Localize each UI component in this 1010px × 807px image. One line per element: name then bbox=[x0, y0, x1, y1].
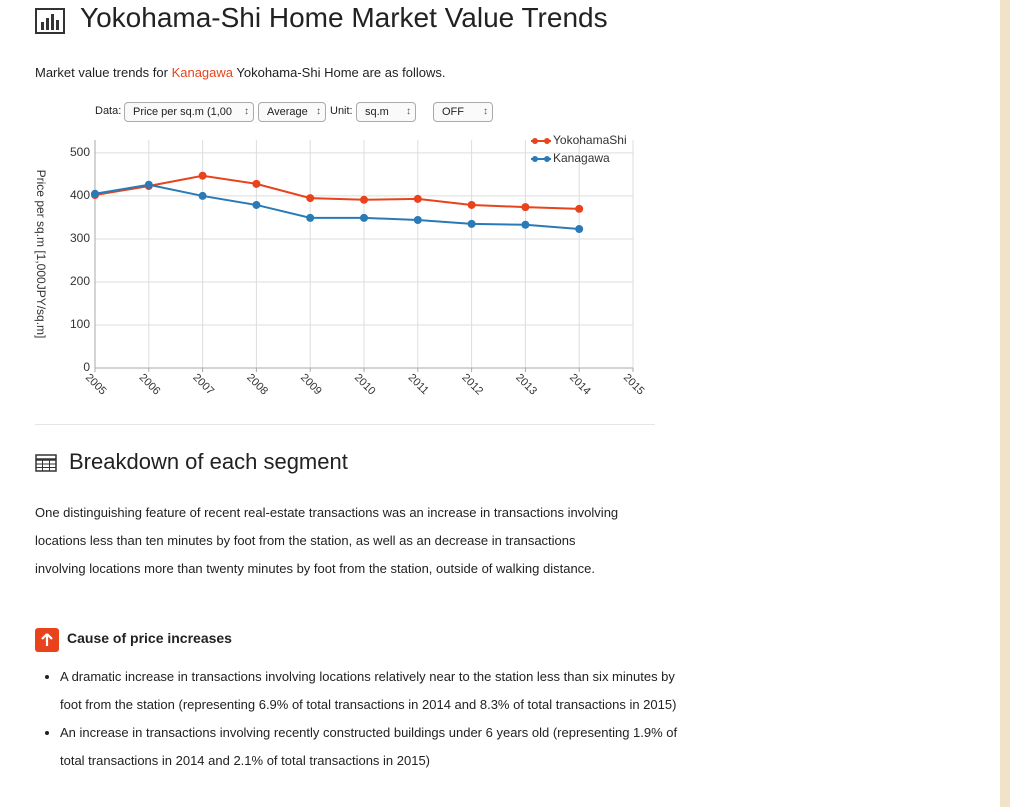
data-point bbox=[198, 171, 207, 180]
chart: Price per sq.m [1,000JPY/sq.m] 0 100 200 300… bbox=[34, 133, 647, 398]
data-point bbox=[467, 219, 476, 228]
separator bbox=[35, 424, 655, 425]
y-axis-label: Price per sq.m [1,000JPY/sq.m] bbox=[34, 170, 48, 339]
y-tick-label: 0 bbox=[83, 360, 90, 374]
paragraph: One distinguishing feature of recent rea… bbox=[35, 505, 619, 576]
y-tick-label: 400 bbox=[70, 188, 90, 202]
x-tick-label: 2009 bbox=[298, 372, 324, 398]
data-point bbox=[575, 225, 584, 234]
data-point bbox=[360, 213, 368, 222]
intro: Market value trends for Kanagawa Yokoham… bbox=[35, 65, 445, 80]
data-point bbox=[521, 220, 530, 229]
x-tick-label: 2015 bbox=[621, 372, 647, 398]
table-icon bbox=[35, 454, 57, 472]
x-tick-label: 2012 bbox=[459, 372, 485, 398]
y-tick-label: 500 bbox=[70, 145, 90, 159]
data-point bbox=[252, 179, 261, 188]
toggle-select[interactable]: OFF bbox=[433, 102, 493, 122]
data-point bbox=[306, 213, 315, 222]
x-tick-label: 2014 bbox=[567, 372, 593, 398]
series-line bbox=[94, 174, 580, 210]
data-label: Data: bbox=[95, 105, 122, 117]
x-tick-label: 2007 bbox=[190, 372, 216, 398]
unit-label: Unit: bbox=[330, 105, 353, 117]
x-tick-label: 2011 bbox=[406, 372, 431, 397]
data-point bbox=[521, 203, 530, 212]
legend-swatch bbox=[532, 156, 538, 162]
data-point bbox=[467, 200, 476, 209]
y-tick-label: 200 bbox=[70, 274, 90, 288]
data-point bbox=[252, 200, 261, 209]
data-point bbox=[91, 189, 99, 198]
data-point bbox=[575, 204, 584, 213]
data-point bbox=[144, 180, 153, 189]
cause-title: Cause of price increases bbox=[67, 630, 232, 646]
intro-text: Market value trends for bbox=[35, 65, 172, 80]
stat-select[interactable]: Average bbox=[258, 102, 326, 122]
x-tick-label: 2006 bbox=[137, 372, 163, 398]
legend-label: Kanagawa bbox=[553, 151, 610, 165]
up-icon bbox=[35, 628, 59, 652]
legend-label: YokohamaShi bbox=[553, 133, 627, 147]
bullet: An increase in transactions involving re… bbox=[60, 719, 685, 775]
unit-select[interactable]: sq.m bbox=[356, 102, 416, 122]
data-point bbox=[360, 195, 368, 204]
y-tick-label: 100 bbox=[70, 317, 90, 331]
intro-highlight: Kanagawa bbox=[171, 65, 234, 80]
series-line bbox=[94, 183, 580, 231]
side-strip bbox=[1000, 0, 1010, 807]
page-title: Yokohama-Shi Home Market Value Trends bbox=[80, 2, 608, 33]
y-tick-label: 300 bbox=[70, 231, 90, 245]
data-point bbox=[413, 216, 422, 225]
legend-swatch bbox=[544, 138, 550, 144]
x-tick-label: 2005 bbox=[83, 372, 109, 398]
intro-text: Yokohama-Shi Home are as follows. bbox=[233, 65, 446, 80]
data-select[interactable]: Price per sq.m (1,00 bbox=[124, 102, 254, 122]
legend-swatch bbox=[544, 156, 550, 162]
chart-icon bbox=[35, 8, 65, 34]
data-point bbox=[413, 194, 422, 203]
bullet: A dramatic increase in transactions invo… bbox=[60, 663, 685, 719]
data-point bbox=[198, 191, 207, 200]
legend-swatch bbox=[532, 138, 538, 144]
data-point bbox=[306, 194, 315, 203]
x-tick-label: 2013 bbox=[513, 372, 539, 398]
section-title: Breakdown of each segment bbox=[69, 449, 348, 474]
bullet-list: A dramatic increase in transactions invo… bbox=[35, 663, 685, 775]
x-tick-label: 2010 bbox=[352, 372, 378, 398]
x-tick-label: 2008 bbox=[244, 372, 270, 398]
